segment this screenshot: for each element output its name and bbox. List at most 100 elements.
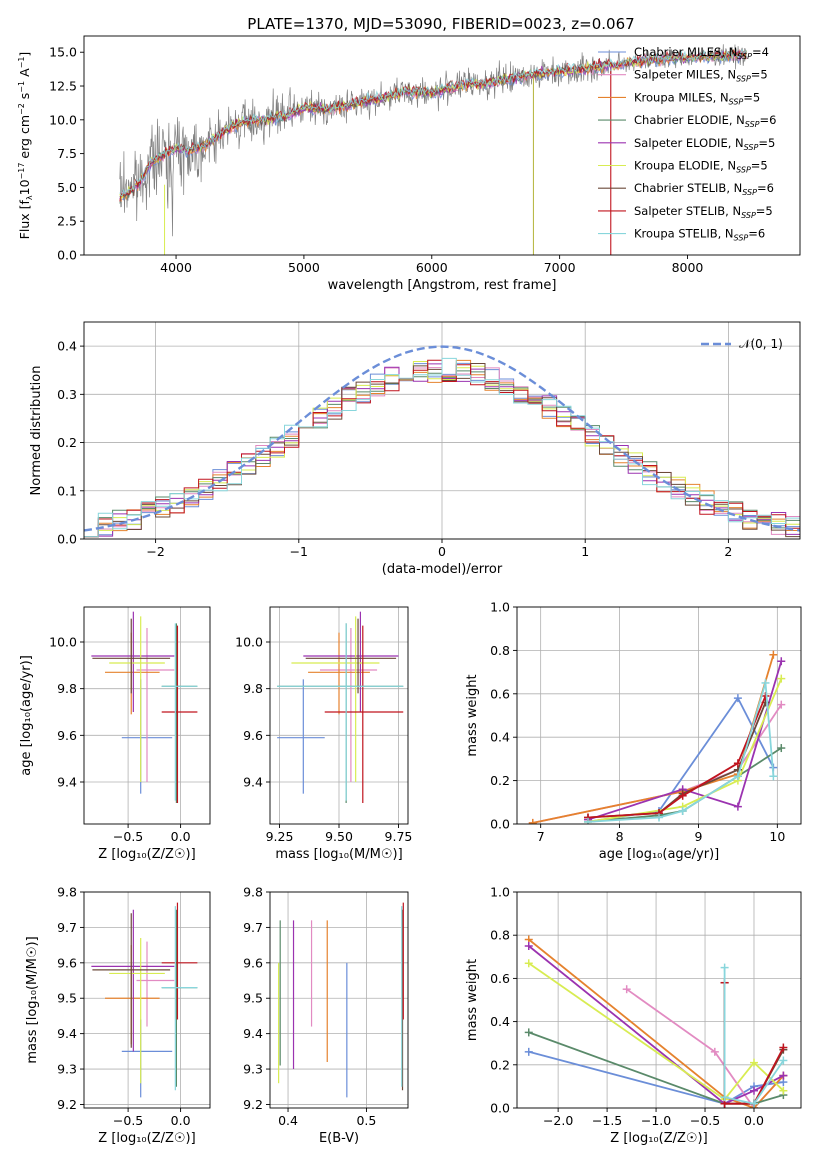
x-tick-label: −1.0 [641, 1113, 671, 1128]
x-tick-label: 2 [724, 544, 732, 559]
x-tick-label: 5000 [288, 260, 320, 275]
plot-area [91, 611, 198, 803]
x-tick-label: 1 [581, 544, 589, 559]
x-tick-label: 10 [769, 829, 785, 844]
y-tick-label: 0.0 [490, 817, 510, 832]
weight-line [528, 938, 785, 1108]
y-tick-label: 9.5 [243, 991, 263, 1006]
y-tick-label: 10.0 [235, 635, 263, 650]
weight-line [723, 967, 785, 1105]
axes-frame [516, 891, 802, 1109]
y-tick-label: 9.6 [243, 728, 263, 743]
y-tick-label: 9.3 [243, 1062, 263, 1077]
weight-line [532, 704, 783, 824]
x-tick-label: 8000 [672, 260, 704, 275]
weight-line [587, 682, 775, 823]
y-tick-label: 10.0 [49, 635, 77, 650]
x-tick-label: 0.0 [171, 1113, 191, 1128]
legend-label: Salpeter ELODIE, NSSP=5 [634, 136, 775, 152]
x-tick-label: 8 [616, 829, 624, 844]
x-tick-label: 9 [694, 829, 702, 844]
plot-area [119, 44, 747, 255]
axes-frame [83, 891, 211, 1109]
legend-sub: SSP [741, 211, 756, 220]
y-axis-label: mass weight [465, 959, 480, 1041]
y-tick-label: 9.2 [57, 1097, 77, 1112]
y-axis-label: Normed distribution [29, 366, 44, 496]
x-tick-label: −0.5 [690, 1113, 720, 1128]
x-tick-label: 0 [438, 544, 446, 559]
y-tick-label: 9.8 [57, 681, 77, 696]
legend-sub: SSP [734, 234, 749, 243]
legend-label: Salpeter STELIB, NSSP=5 [634, 204, 773, 220]
y-tick-label: 9.6 [57, 728, 77, 743]
y-tick-label: 0.4 [57, 339, 77, 354]
x-tick-label: 0.0 [744, 1113, 764, 1128]
model-fit-line [119, 49, 747, 197]
y-tick-label: 0.0 [57, 532, 77, 547]
legend-nssp: =5 [743, 90, 760, 104]
plot-area [278, 902, 404, 1098]
y-tick-label: 9.2 [243, 1097, 263, 1112]
legend-sub: SSP [737, 52, 752, 61]
y-tick-label: 0.0 [490, 1101, 510, 1116]
y-tick-label: 0.6 [490, 971, 510, 986]
x-tick-label: 7000 [544, 260, 576, 275]
x-axis-label: age [log₁₀(age/yr)] [599, 847, 720, 862]
y-tick-label: 10.0 [49, 112, 77, 127]
y-tick-label: 9.8 [57, 885, 77, 900]
y-tick-label: 2.5 [57, 214, 77, 229]
legend-sub: SSP [742, 188, 757, 197]
y-tick-label: 0.2 [57, 435, 77, 450]
x-tick-label: 4000 [160, 260, 192, 275]
legend-sub: SSP [736, 75, 751, 84]
x-tick-label: 6000 [416, 260, 448, 275]
legend-nssp: =6 [760, 113, 777, 127]
x-tick-label: 0.5 [356, 1113, 376, 1128]
plot-area [528, 650, 786, 824]
x-tick-label: 9.75 [385, 829, 413, 844]
y-tick-label: 9.4 [57, 1026, 77, 1041]
legend-label: Kroupa ELODIE, NSSP=5 [634, 159, 768, 175]
legend-nssp: =4 [752, 45, 769, 59]
legend-sub: SSP [729, 97, 744, 106]
weight-line [587, 661, 783, 821]
x-tick-label: −2 [146, 544, 164, 559]
y-tick-label: 12.5 [49, 79, 77, 94]
legend-label: Kroupa STELIB, NSSP=6 [634, 227, 765, 243]
y-axis-label: mass weight [465, 674, 480, 756]
y-tick-label: 9.3 [57, 1062, 77, 1077]
axes-frame [83, 606, 211, 825]
figure-title: PLATE=1370, MJD=53090, FIBERID=0023, z=0… [247, 15, 634, 33]
x-tick-label: 0.0 [171, 829, 191, 844]
weight-line [587, 678, 783, 823]
legend-nssp: =5 [756, 204, 773, 218]
x-tick-label: 7 [537, 829, 545, 844]
x-tick-label: 0.4 [278, 1113, 298, 1128]
residual-histogram-panel: −2 −1 0 1 2 0.0 0.1 0.2 0.3 0.4 (data-model)/error… [29, 321, 801, 577]
legend-label: Salpeter MILES, NSSP=5 [634, 68, 768, 84]
x-tick-label: −1 [290, 544, 308, 559]
y-tick-label: 9.5 [57, 991, 77, 1006]
y-tick-label: 9.6 [57, 955, 77, 970]
mass-vs-metallicity-panel: −0.5 0.0 9.2 9.3 9.4 9.5 9.6 9.7 9.8 Z [log₁₀(Z/Z… [25, 885, 211, 1146]
plot-area [84, 345, 800, 539]
x-axis-label: wavelength [Angstrom, rest frame] [328, 278, 557, 293]
x-tick-label: −0.5 [113, 1113, 143, 1128]
legend-label: Chabrier MILES, NSSP=4 [634, 45, 769, 61]
y-tick-label: 0.8 [490, 643, 510, 658]
y-tick-label: 9.7 [57, 920, 77, 935]
y-tick-label: 9.4 [57, 775, 77, 790]
weight-line [532, 654, 775, 824]
y-tick-label: 0.2 [490, 1057, 510, 1072]
x-tick-label: −2.0 [543, 1113, 573, 1128]
y-tick-label: 0.1 [57, 483, 77, 498]
y-tick-label: 9.8 [243, 681, 263, 696]
y-tick-label: 9.8 [243, 885, 263, 900]
legend-label: Chabrier STELIB, NSSP=6 [634, 181, 774, 197]
y-axis-label: Flux [fλ10−17 erg cm−2 s−1 A−1] [17, 52, 34, 240]
mass-vs-ebv-panel: 0.4 0.5 9.2 9.3 9.4 9.5 9.6 9.7 9.8 E(B-V) [243, 885, 409, 1146]
normal-reference-curve [84, 345, 800, 532]
age-vs-mass-panel: 9.25 9.50 9.75 9.4 9.6 9.8 10.0 mass [log₁₀(M/M… [235, 606, 413, 862]
x-axis-label: Z [log₁₀(Z/Z☉)] [98, 1131, 195, 1146]
